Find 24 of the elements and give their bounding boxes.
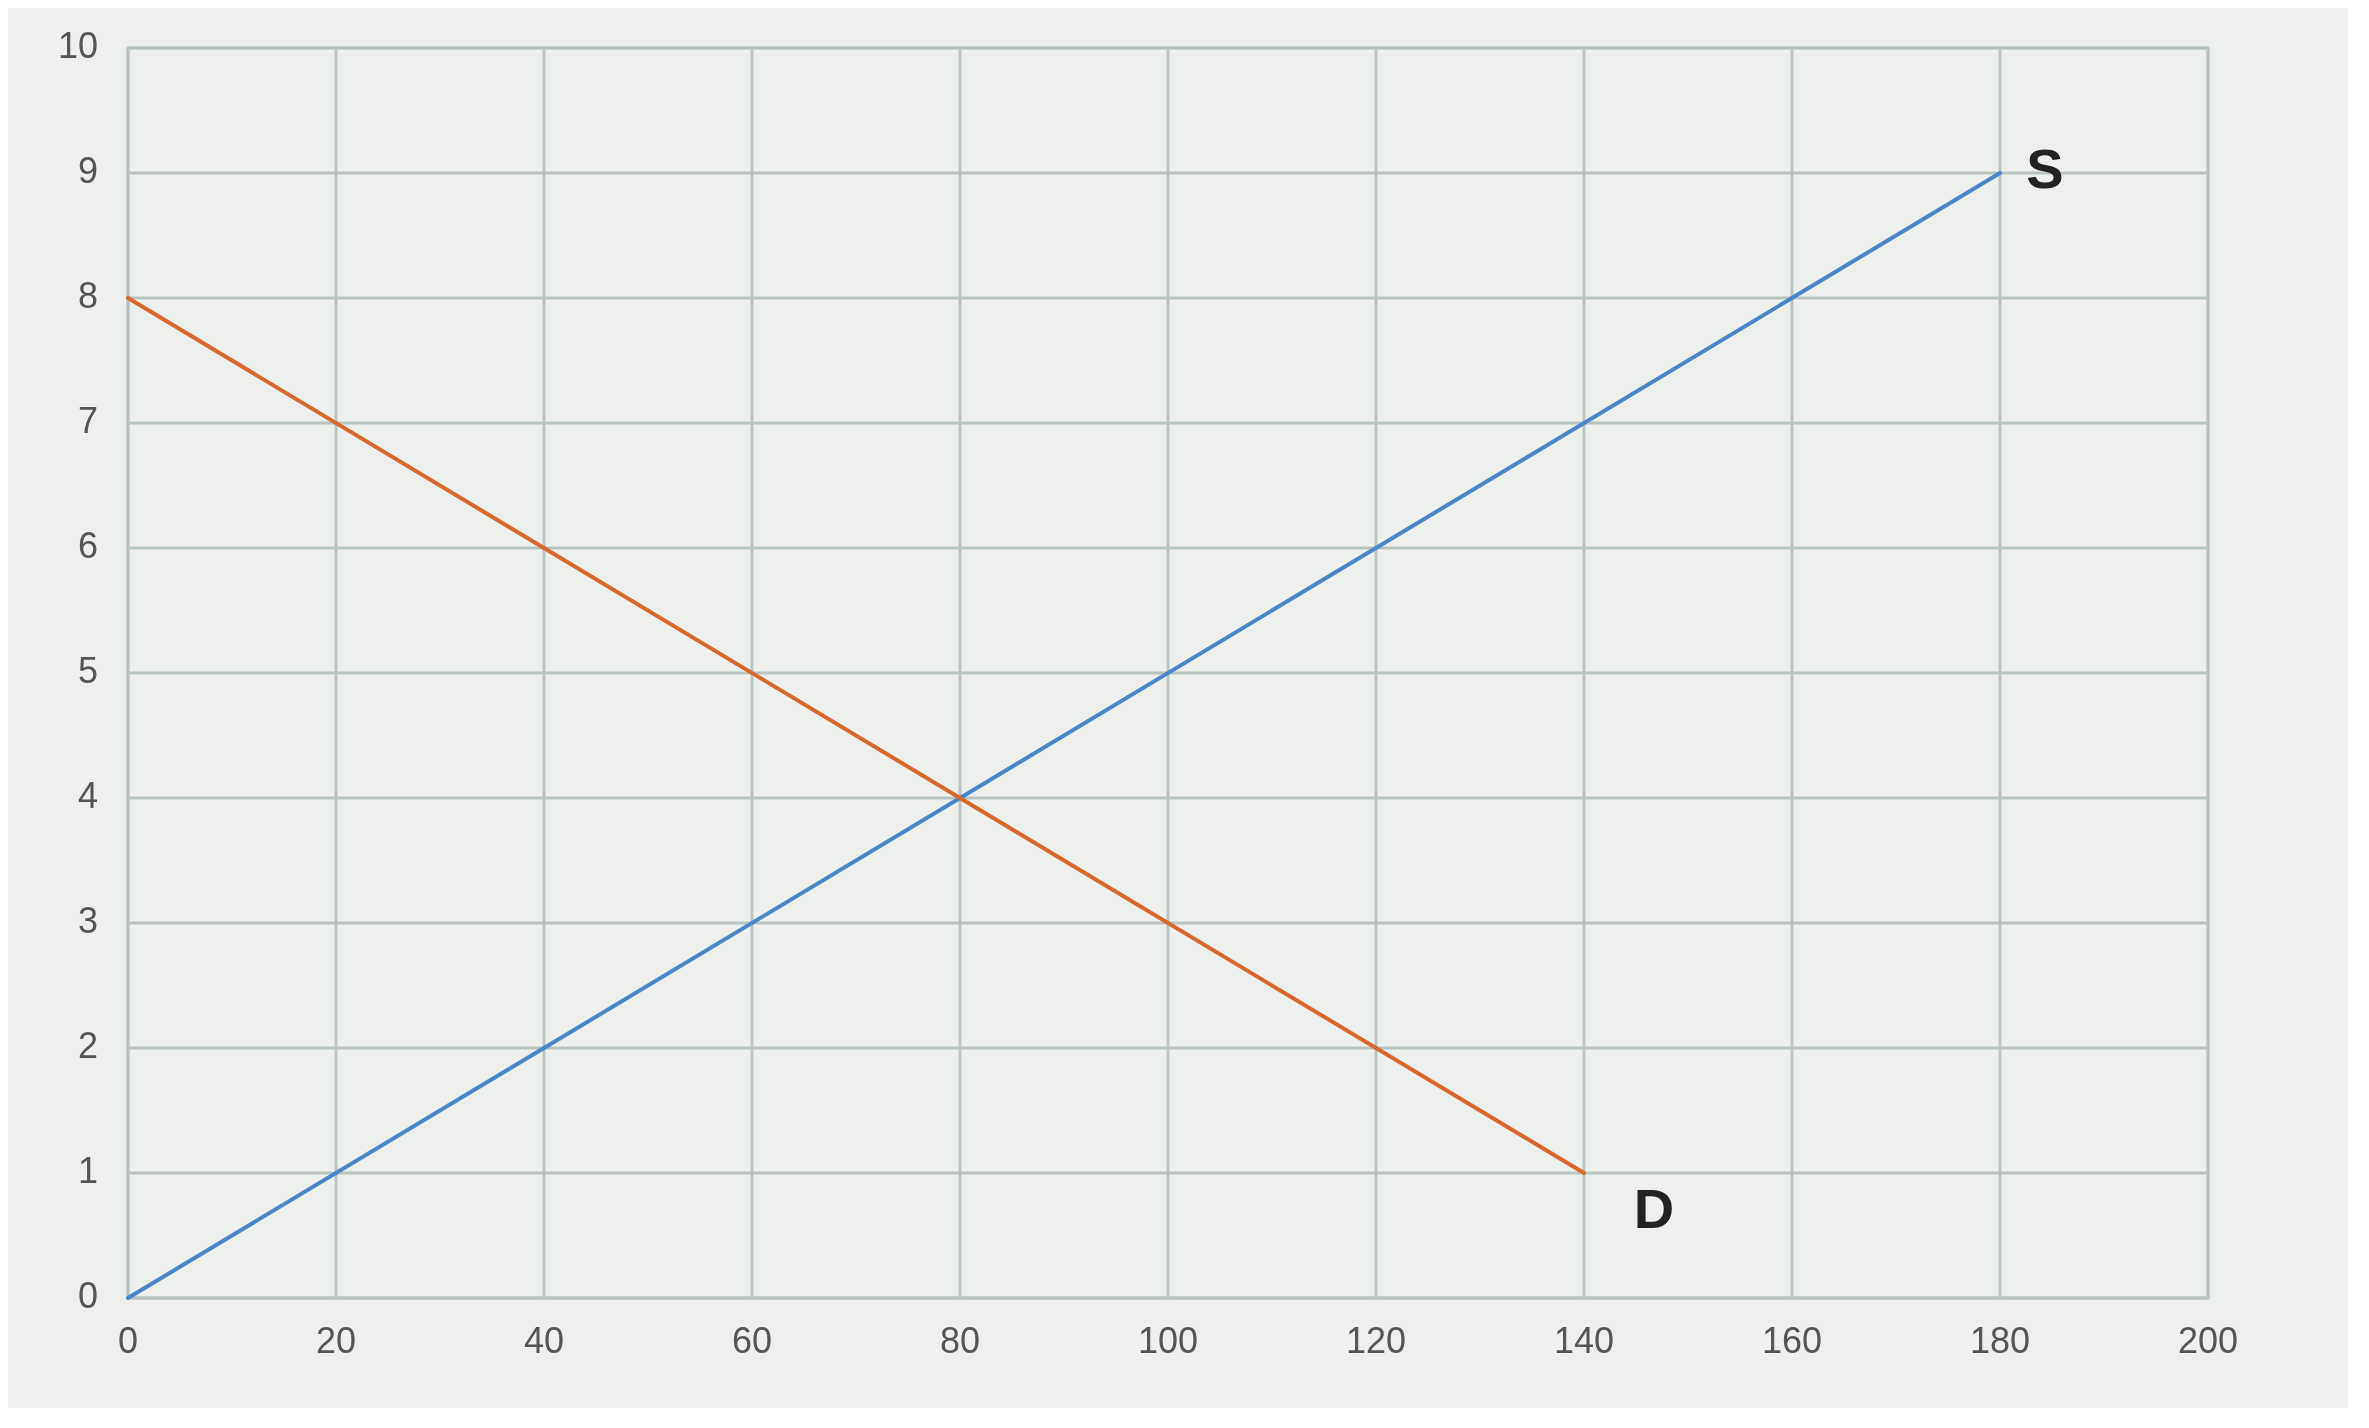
y-tick-label: 5 <box>77 649 98 691</box>
x-tick-label: 0 <box>117 1320 139 1361</box>
x-tick-label: 80 <box>939 1320 981 1361</box>
y-tick-label: 10 <box>57 24 98 66</box>
y-tick-label: 3 <box>77 899 98 941</box>
series-label: S <box>2026 136 2064 200</box>
x-tick-label: 200 <box>2177 1320 2239 1361</box>
y-tick-label: 7 <box>77 399 98 441</box>
y-tick-label: 6 <box>77 524 98 566</box>
x-tick-label: 100 <box>1137 1320 1199 1361</box>
series-label: D <box>1633 1176 1675 1240</box>
y-tick-label: 2 <box>77 1024 98 1066</box>
x-tick-label: 160 <box>1761 1320 1823 1361</box>
x-tick-label: 20 <box>315 1320 357 1361</box>
x-tick-label: 40 <box>523 1320 565 1361</box>
x-tick-label: 60 <box>731 1320 773 1361</box>
y-tick-label: 4 <box>77 774 98 816</box>
y-tick-label: 8 <box>77 274 98 316</box>
x-tick-label: 120 <box>1345 1320 1407 1361</box>
y-tick-label: 1 <box>77 1149 98 1191</box>
x-tick-label: 180 <box>1969 1320 2031 1361</box>
x-tick-label: 140 <box>1553 1320 1615 1361</box>
y-tick-label: 9 <box>77 149 98 191</box>
y-tick-label: 0 <box>77 1274 98 1316</box>
